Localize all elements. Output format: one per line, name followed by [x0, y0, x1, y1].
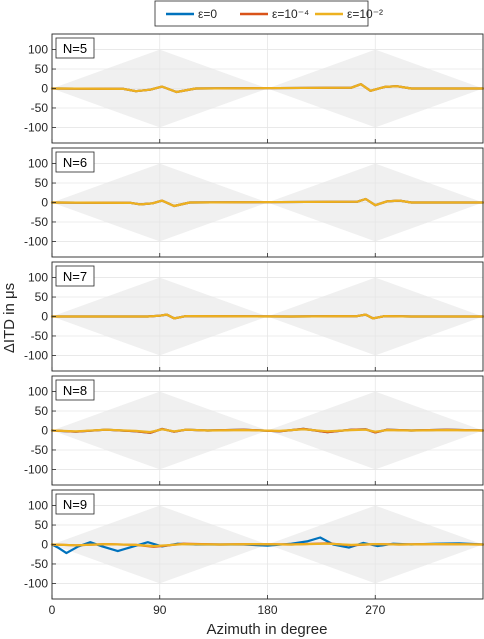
- series-line: [50, 197, 484, 208]
- series-line: [50, 313, 484, 320]
- series-line: [50, 542, 484, 548]
- y-tick-label: 0: [41, 424, 48, 438]
- panel: 100 50 0 -50 -100 N=9: [24, 489, 484, 600]
- y-tick-label: -100: [24, 348, 48, 362]
- x-tick-label: 90: [153, 603, 167, 617]
- y-tick-label: 50: [35, 176, 49, 190]
- y-tick-label: -50: [31, 557, 49, 571]
- y-tick-label: -100: [24, 462, 48, 476]
- y-tick-label: 50: [35, 290, 49, 304]
- y-tick-label: 100: [28, 157, 48, 171]
- panel-label-box: [55, 37, 95, 59]
- panel: 100 50 0 -50 -100 N=7: [24, 261, 484, 372]
- y-tick-label: 0: [41, 82, 48, 96]
- x-tick-label: 180: [257, 603, 277, 617]
- y-tick-label: 50: [35, 62, 49, 76]
- y-tick-label: 50: [35, 518, 49, 532]
- y-tick-label: -50: [31, 215, 49, 229]
- y-tick-label: 50: [35, 404, 49, 418]
- y-tick-label: 0: [41, 310, 48, 324]
- x-tick-label: 0: [49, 603, 56, 617]
- panel-label-box: [55, 151, 95, 173]
- legend-label: ε=0: [198, 7, 217, 21]
- y-tick-label: 100: [28, 499, 48, 513]
- y-tick-label: -100: [24, 120, 48, 134]
- y-tick-label: -50: [31, 329, 49, 343]
- panel-label: N=9: [63, 497, 87, 512]
- panel: 100 50 0 -50 -100 N=6: [24, 147, 484, 258]
- legend-label: ε=10⁻⁴: [272, 7, 309, 21]
- x-axis: 0 90 180 270: [49, 603, 386, 617]
- y-tick-label: -100: [24, 234, 48, 248]
- y-axis-label: ΔITD in μs: [1, 283, 18, 353]
- panels: 100 50 0 -50 -100 N=5 100 50 0 -50 -100 N=6 100 50 0 -5…: [24, 33, 484, 600]
- legend-label: ε=10⁻²: [347, 7, 383, 21]
- panel-label: N=6: [63, 155, 87, 170]
- x-axis-label: Azimuth in degree: [207, 621, 328, 638]
- y-tick-label: 100: [28, 385, 48, 399]
- panel-label-box: [55, 379, 95, 401]
- series-line: [50, 428, 484, 434]
- y-tick-label: 0: [41, 196, 48, 210]
- panel-label: N=8: [63, 383, 87, 398]
- y-tick-label: -100: [24, 576, 48, 590]
- panel-label: N=7: [63, 269, 87, 284]
- y-tick-label: -50: [31, 101, 49, 115]
- legend: ε=0 ε=10⁻⁴ ε=10⁻²: [154, 0, 383, 27]
- y-tick-label: -50: [31, 443, 49, 457]
- y-tick-label: 100: [28, 43, 48, 57]
- panel-label-box: [55, 493, 95, 515]
- x-tick-label: 270: [365, 603, 385, 617]
- panel: 100 50 0 -50 -100 N=8: [24, 375, 484, 486]
- panel-label: N=5: [63, 41, 87, 56]
- series-line: [50, 83, 484, 94]
- y-tick-label: 0: [41, 538, 48, 552]
- panel-label-box: [55, 265, 95, 287]
- y-tick-label: 100: [28, 271, 48, 285]
- panel: 100 50 0 -50 -100 N=5: [24, 33, 484, 144]
